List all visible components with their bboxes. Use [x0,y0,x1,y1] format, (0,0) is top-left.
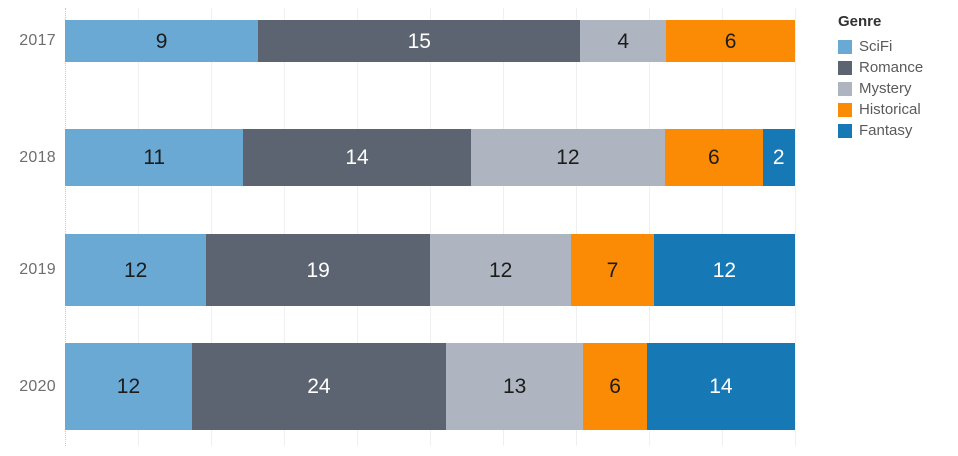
segment-value-label: 9 [155,29,168,53]
bar-segment-2019-mystery[interactable]: 12 [430,234,572,306]
segment-value-label: 12 [123,258,148,282]
bar-segment-2017-romance[interactable]: 15 [258,20,581,62]
bar-segment-2019-fantasy[interactable]: 12 [653,234,796,306]
segment-value-label: 19 [306,258,330,282]
segment-value-label: 6 [724,29,737,53]
bar-segment-2018-fantasy[interactable]: 2 [762,129,795,186]
legend-label: SciFi [859,38,893,55]
axis-label-year-2018: 2018 [19,148,56,166]
gridline [284,8,285,446]
gridline [211,8,212,446]
segment-value-label: 12 [556,146,580,169]
segment-value-label: 12 [488,258,513,282]
axis-label-year-2017: 2017 [19,32,56,49]
segment-value-label: 15 [407,29,431,53]
bar-segment-2018-romance[interactable]: 14 [243,129,471,186]
bar-segment-2020-historical[interactable]: 6 [583,343,647,430]
legend-item-fantasy[interactable]: Fantasy [838,123,956,138]
legend-label: Romance [859,59,924,76]
legend-label: Fantasy [859,122,913,139]
legend-swatch-romance [838,60,852,75]
legend-swatch-mystery [838,81,852,96]
bar-row-2017: 9 15 4 6 [65,20,795,62]
segment-value-label: 11 [143,146,166,169]
bar-segment-2020-romance[interactable]: 24 [191,343,446,430]
segment-value-label: 12 [712,258,737,282]
legend-item-historical[interactable]: Historical [838,102,956,117]
legend-swatch-historical [838,102,852,117]
bar-segment-2018-scifi[interactable]: 11 [65,129,244,186]
gridline [649,8,650,446]
bar-segment-2017-historical[interactable]: 6 [666,20,795,62]
bar-row-2020: 12 24 13 6 14 [65,343,795,430]
bar-segment-2017-scifi[interactable]: 9 [65,20,259,62]
segment-value-label: 4 [617,29,630,53]
bar-segment-2018-mystery[interactable]: 12 [470,129,666,186]
segment-value-label: 14 [345,146,369,169]
segment-value-label: 2 [772,146,785,169]
gridline [138,8,139,446]
legend-label: Historical [859,101,921,118]
y-axis-line [65,8,66,446]
legend-label: Mystery [859,80,912,97]
legend-item-romance[interactable]: Romance [838,60,956,75]
legend-swatch-fantasy [838,123,852,138]
legend-title: Genre [838,13,882,30]
segment-value-label: 7 [606,258,619,282]
segment-value-label: 6 [609,375,621,398]
gridline [722,8,723,446]
bar-segment-2019-historical[interactable]: 7 [571,234,654,306]
segment-value-label: 14 [709,375,733,398]
gridline [503,8,504,446]
gridline [430,8,431,446]
bar-segment-2019-scifi[interactable]: 12 [65,234,207,306]
legend-items: SciFi Romance Mystery Historical Fantasy [838,39,956,138]
segment-value-label: 6 [708,146,720,169]
gridline [357,8,358,446]
axis-label-year-2020: 2020 [19,377,56,395]
bar-segment-2017-mystery[interactable]: 4 [580,20,667,62]
legend: Genre SciFi Romance Mystery Historical Fanta… [838,13,956,144]
bar-segment-2020-scifi[interactable]: 12 [65,343,192,430]
segment-value-label: 24 [307,375,331,398]
gridline [795,8,796,446]
segment-value-label: 12 [116,375,141,398]
segment-value-label: 13 [502,375,527,398]
bar-segment-2019-romance[interactable]: 19 [206,234,430,306]
bar-segment-2018-historical[interactable]: 6 [665,129,763,186]
bar-row-2019: 12 19 12 7 12 [65,234,796,306]
bar-segment-2020-fantasy[interactable]: 14 [646,343,795,430]
legend-item-mystery[interactable]: Mystery [838,81,956,96]
bar-row-2018: 11 14 12 6 2 [65,129,795,186]
legend-swatch-scifi [838,39,852,54]
axis-label-year-2019: 2019 [19,261,56,278]
legend-item-scifi[interactable]: SciFi [838,39,956,54]
gridline [576,8,577,446]
bar-segment-2020-mystery[interactable]: 13 [445,343,584,430]
